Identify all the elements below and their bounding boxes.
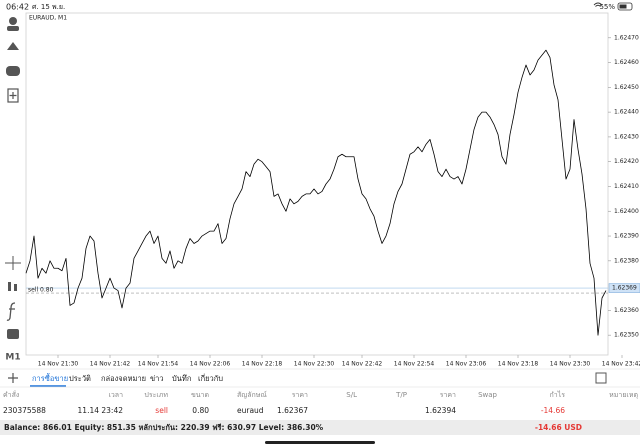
- chart-frame: [25, 12, 609, 356]
- tab-menu-icon[interactable]: [595, 372, 607, 384]
- battery-icon: [617, 2, 633, 11]
- battery-level: 55%: [599, 3, 615, 11]
- chat-icon[interactable]: [6, 66, 20, 76]
- x-tick-label: 14 Nov 22:30: [294, 361, 335, 368]
- y-tick-label: 1.62390: [614, 233, 639, 240]
- y-tick-label: 1.62380: [614, 257, 639, 264]
- y-tick-label: 1.62410: [614, 183, 639, 190]
- add-button[interactable]: [8, 373, 18, 383]
- cell-volume: 0.80: [192, 406, 209, 415]
- y-tick-label: 1.62420: [614, 158, 639, 165]
- y-tick-label: 1.62440: [614, 109, 639, 116]
- y-tick-label: 1.62350: [614, 332, 639, 339]
- trade-icon[interactable]: [7, 42, 19, 50]
- column-header: S/L: [346, 391, 357, 399]
- home-indicator: [265, 441, 375, 444]
- column-header: หมายเหตุ: [609, 391, 638, 399]
- tab[interactable]: ประวัติ: [69, 374, 91, 383]
- y-tick-label: 1.62400: [614, 208, 639, 215]
- x-tick-label: 14 Nov 21:42: [90, 361, 131, 368]
- y-tick-label: 1.62470: [614, 34, 639, 41]
- column-header: ขนาด: [191, 391, 209, 399]
- crosshair-icon[interactable]: [5, 256, 21, 270]
- x-tick-label: 14 Nov 22:42: [342, 361, 383, 368]
- y-tick-label: 1.62360: [614, 307, 639, 314]
- chart-type-icon-bar: [14, 284, 17, 291]
- x-tick-label: 14 Nov 23:06: [446, 361, 487, 368]
- price-tag: [608, 283, 640, 293]
- chart-title: EURAUD, M1: [29, 15, 67, 22]
- x-tick-label: 14 Nov 21:30: [38, 361, 79, 368]
- timeframe-button[interactable]: M1: [5, 353, 20, 363]
- column-header: คำสั่ง: [3, 390, 19, 399]
- x-tick-label: 14 Nov 21:54: [138, 361, 179, 368]
- account-profit: -14.66 USD: [535, 423, 582, 432]
- indicator-icon[interactable]: [6, 302, 16, 321]
- cell-time: 11.14 23:42: [78, 406, 124, 415]
- x-tick-label: 14 Nov 22:06: [190, 361, 231, 368]
- cell-type: sell: [155, 406, 168, 415]
- tabs: การซื้อขาย ประวัติ กล่องจดหมาย ข่าว บันทึก เก…: [30, 373, 223, 387]
- status-time: 06:42: [6, 3, 29, 12]
- tab[interactable]: ข่าว: [150, 374, 164, 383]
- x-tick-label: 14 Nov 23:42: [602, 361, 640, 368]
- column-header: ประเภท: [144, 391, 168, 399]
- status-date: ศ. 15 พ.ย.: [32, 3, 65, 11]
- order-line-label: sell 0.80: [28, 287, 54, 294]
- tab[interactable]: เกี่ยวกับ: [198, 373, 223, 383]
- column-header: Swap: [478, 391, 497, 399]
- cell-order[interactable]: 230375588: [3, 406, 46, 415]
- price-line: [25, 49, 607, 336]
- y-tick-label: 1.62450: [614, 84, 639, 91]
- account-icon-base: [7, 26, 19, 31]
- new-order-plus: [9, 92, 17, 99]
- tab[interactable]: กล่องจดหมาย: [101, 374, 146, 383]
- y-tick-label: 1.62460: [614, 59, 639, 66]
- price-tag-label: 1.62369: [612, 285, 637, 292]
- tab[interactable]: บันทึก: [172, 374, 191, 383]
- x-tick-label: 14 Nov 23:18: [498, 361, 539, 368]
- account-summary: Balance: 866.01 Equity: 851.35 หลักประกั…: [4, 423, 324, 432]
- chart-type-icon[interactable]: [8, 282, 11, 291]
- y-tick-label: 1.62430: [614, 133, 639, 140]
- objects-icon[interactable]: [7, 329, 19, 339]
- column-header: กำไร: [550, 390, 566, 399]
- cell-open-price: 1.62367: [277, 406, 308, 415]
- x-tick-label: 14 Nov 23:30: [550, 361, 591, 368]
- battery-fill: [619, 4, 627, 9]
- column-header: เวลา: [108, 391, 123, 399]
- new-order-icon[interactable]: [7, 88, 19, 103]
- column-header: ราคา: [292, 391, 308, 399]
- column-header: T/P: [395, 391, 407, 399]
- x-tick-label: 14 Nov 22:54: [394, 361, 435, 368]
- cell-symbol: euraud: [237, 406, 264, 415]
- trade-table: คำสั่ง เวลา ประเภท ขนาด สัญลักษณ์ ราคา S/L T/P ร…: [3, 390, 638, 415]
- account-icon[interactable]: [9, 17, 17, 25]
- wifi-icon: [593, 2, 603, 7]
- cell-price: 1.62394: [425, 406, 456, 415]
- cell-profit: -14.66: [541, 406, 565, 415]
- left-toolbar: [5, 17, 21, 339]
- x-tick-label: 14 Nov 22:18: [242, 361, 283, 368]
- account-bar: [0, 420, 640, 435]
- column-header: สัญลักษณ์: [237, 391, 267, 399]
- tab[interactable]: การซื้อขาย: [32, 373, 68, 383]
- chart-layer: 1.62470 1.62460 1.62450 1.62440 1.62430 1.624…: [25, 34, 640, 368]
- column-header: ราคา: [440, 391, 456, 399]
